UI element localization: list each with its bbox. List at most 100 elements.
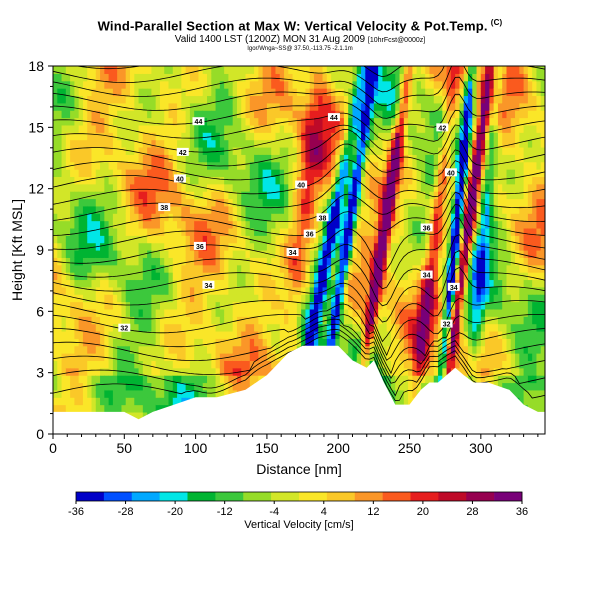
velocity-cell xyxy=(245,257,251,266)
velocity-cell xyxy=(236,169,242,177)
velocity-cell xyxy=(399,367,405,376)
velocity-cell xyxy=(232,382,238,391)
velocity-cell xyxy=(254,213,259,222)
velocity-cell xyxy=(429,117,435,126)
velocity-cell xyxy=(236,73,242,82)
velocity-cell xyxy=(57,205,63,214)
velocity-cell xyxy=(365,323,371,332)
velocity-cell xyxy=(91,117,97,126)
velocity-cell xyxy=(168,80,174,89)
velocity-cell xyxy=(236,301,242,310)
velocity-cell xyxy=(416,294,422,303)
velocity-cell xyxy=(185,205,191,214)
velocity-cell xyxy=(390,242,396,251)
velocity-cell xyxy=(241,294,247,303)
velocity-cell xyxy=(382,154,388,163)
velocity-cell xyxy=(215,139,221,148)
chart-title: Wind-Parallel Section at Max W: Vertical… xyxy=(97,18,503,34)
velocity-cell xyxy=(463,308,469,317)
velocity-cell xyxy=(245,382,251,391)
velocity-cell xyxy=(82,389,88,398)
velocity-cell xyxy=(399,139,405,148)
velocity-cell xyxy=(262,117,268,126)
velocity-cell xyxy=(125,176,131,185)
velocity-cell xyxy=(343,250,349,258)
velocity-cell xyxy=(142,213,148,222)
velocity-cell xyxy=(91,301,97,310)
velocity-cell xyxy=(279,220,285,229)
velocity-cell xyxy=(61,66,67,74)
velocity-cell xyxy=(245,272,251,281)
velocity-cell xyxy=(463,286,469,295)
velocity-cell xyxy=(348,95,354,104)
velocity-cell xyxy=(189,316,195,325)
velocity-cell xyxy=(53,397,58,406)
velocity-cell xyxy=(117,205,123,214)
velocity-cell xyxy=(322,102,328,111)
velocity-cell xyxy=(112,375,118,384)
velocity-cell xyxy=(53,301,58,310)
velocity-cell xyxy=(130,411,135,420)
velocity-cell xyxy=(138,242,144,251)
velocity-cell xyxy=(164,323,170,332)
velocity-cell xyxy=(249,80,255,89)
velocity-cell xyxy=(172,272,178,281)
velocity-cell xyxy=(335,272,341,281)
velocity-cell xyxy=(352,80,358,89)
velocity-cell xyxy=(155,110,161,119)
velocity-cell xyxy=(416,323,422,332)
velocity-cell xyxy=(331,117,336,126)
velocity-cell xyxy=(463,161,469,170)
velocity-cell xyxy=(425,250,431,258)
velocity-cell xyxy=(412,257,418,266)
velocity-cell xyxy=(224,257,230,266)
velocity-cell xyxy=(296,250,302,258)
velocity-cell xyxy=(429,161,435,170)
velocity-cell xyxy=(433,330,439,339)
velocity-cell xyxy=(275,205,281,214)
velocity-cell xyxy=(365,301,371,310)
velocity-cell xyxy=(412,272,418,281)
velocity-cell xyxy=(61,375,67,384)
velocity-cell xyxy=(211,205,217,214)
velocity-cell xyxy=(155,227,161,236)
velocity-cell xyxy=(87,338,93,347)
velocity-cell xyxy=(288,257,294,266)
velocity-cell xyxy=(181,88,187,97)
velocity-cell xyxy=(65,146,71,155)
velocity-cell xyxy=(335,198,341,207)
velocity-cell xyxy=(138,213,144,222)
velocity-cell xyxy=(87,250,93,258)
velocity-cell xyxy=(245,88,251,97)
velocity-cell xyxy=(112,102,118,111)
velocity-cell xyxy=(121,308,127,317)
velocity-cell xyxy=(258,161,264,170)
velocity-cell xyxy=(181,257,187,266)
velocity-cell xyxy=(403,375,409,384)
velocity-cell xyxy=(271,330,277,339)
velocity-cell xyxy=(343,124,349,133)
velocity-cell xyxy=(284,345,289,354)
velocity-cell xyxy=(313,161,319,170)
velocity-cell xyxy=(194,183,200,192)
velocity-cell xyxy=(416,286,422,295)
velocity-cell xyxy=(219,389,225,398)
velocity-cell xyxy=(390,124,396,133)
velocity-cell xyxy=(292,73,298,82)
velocity-cell xyxy=(181,161,187,170)
velocity-cell xyxy=(112,146,118,155)
velocity-cell xyxy=(121,353,127,361)
velocity-cell xyxy=(177,264,182,273)
velocity-cell xyxy=(78,338,84,347)
velocity-cell xyxy=(70,272,75,281)
velocity-cell xyxy=(155,316,161,325)
velocity-cell xyxy=(455,80,461,89)
velocity-cell xyxy=(356,205,362,214)
velocity-cell xyxy=(125,235,131,244)
velocity-cell xyxy=(164,338,170,347)
velocity-cell xyxy=(232,360,238,369)
velocity-cell xyxy=(228,176,234,185)
velocity-cell xyxy=(284,73,289,82)
velocity-cell xyxy=(339,132,345,141)
velocity-cell xyxy=(254,264,259,273)
